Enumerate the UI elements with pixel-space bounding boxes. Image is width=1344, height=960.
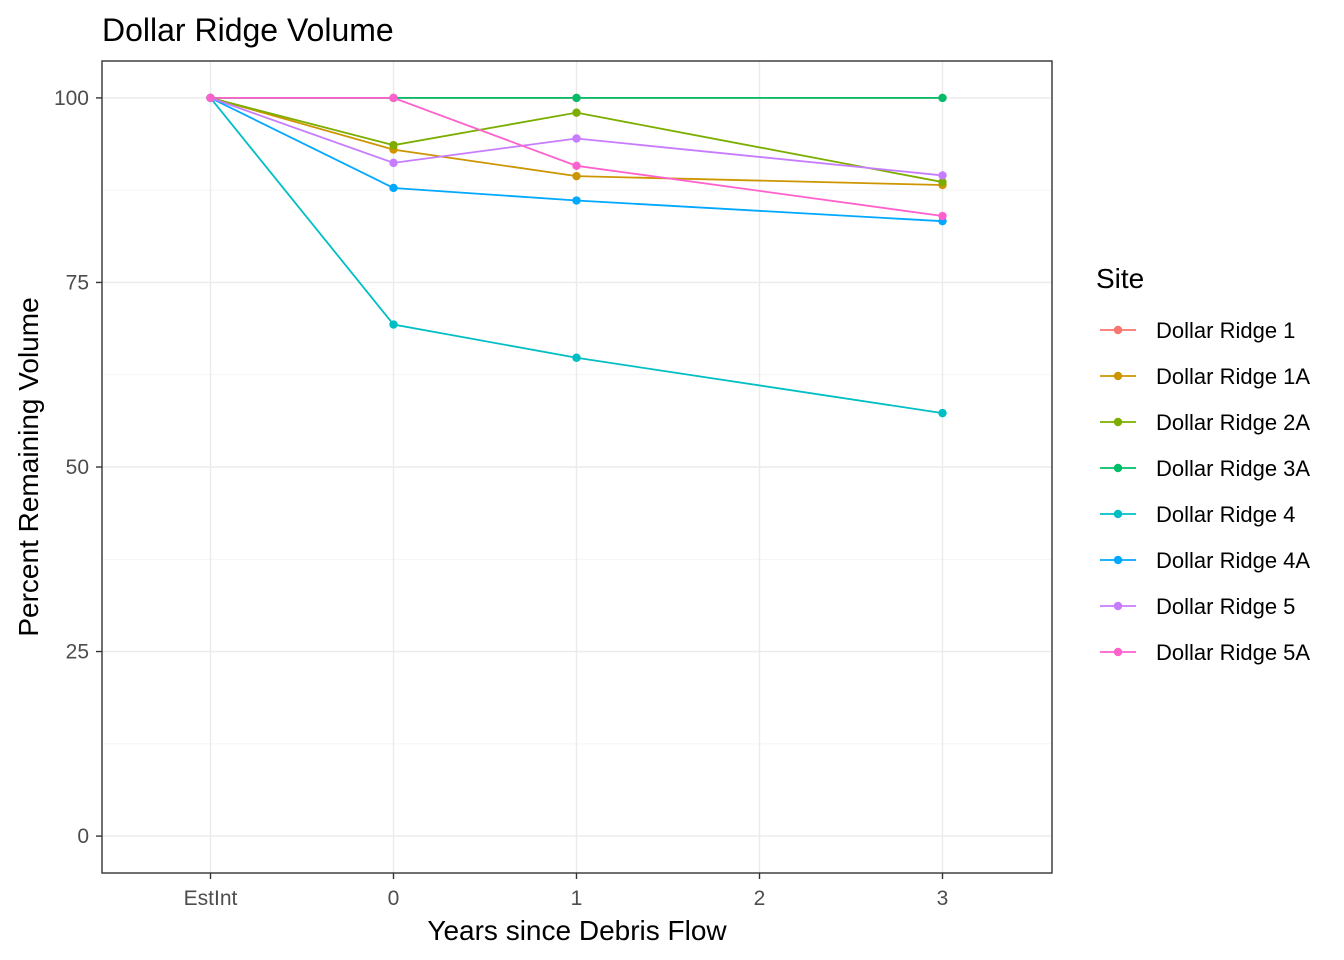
legend-item: Dollar Ridge 1 — [1100, 318, 1295, 343]
series-line — [210, 97, 943, 183]
legend-items: Dollar Ridge 1 Dollar Ridge 1A Dollar Ridg… — [1100, 318, 1310, 665]
data-point — [938, 177, 947, 187]
data-point — [572, 171, 581, 181]
data-point — [389, 320, 398, 329]
legend-key-point — [1113, 555, 1123, 565]
legend-item: Dollar Ridge 4 — [1100, 502, 1295, 527]
x-axis-ticks: EstInt 0 1 2 3 — [184, 873, 949, 910]
data-point — [572, 108, 581, 117]
legend-key-point — [1113, 647, 1123, 657]
x-tick-label: 0 — [388, 887, 400, 910]
series-line — [210, 97, 943, 186]
series-lines — [209, 97, 943, 415]
data-point — [572, 353, 581, 362]
legend-label: Dollar Ridge 2A — [1156, 410, 1310, 435]
legend-label: Dollar Ridge 4A — [1156, 548, 1310, 573]
y-axis-ticks: 0 25 50 75 100 — [54, 87, 102, 848]
data-point — [389, 93, 398, 103]
legend-key-point — [1113, 417, 1123, 427]
x-tick-label: 3 — [937, 887, 949, 910]
y-tick-label: 25 — [66, 641, 89, 664]
series-line — [210, 97, 943, 217]
series-line — [210, 97, 943, 177]
major-gridlines — [102, 61, 1052, 873]
y-tick-label: 100 — [54, 87, 89, 110]
legend-key-point — [1113, 463, 1123, 473]
y-tick-label: 75 — [66, 271, 89, 294]
data-point — [938, 93, 947, 103]
data-point — [572, 134, 581, 143]
legend-item: Dollar Ridge 5 — [1100, 594, 1295, 619]
legend-key-point — [1113, 509, 1123, 519]
data-point — [572, 161, 581, 171]
legend-label: Dollar Ridge 1A — [1156, 364, 1310, 389]
y-tick-label: 0 — [77, 825, 89, 848]
data-point — [572, 93, 581, 103]
legend-item: Dollar Ridge 2A — [1100, 410, 1310, 435]
legend-item: Dollar Ridge 4A — [1100, 548, 1310, 573]
data-point — [389, 140, 398, 150]
data-point — [389, 158, 398, 168]
series-line — [209, 97, 943, 415]
x-axis-title: Years since Debris Flow — [427, 915, 727, 946]
data-point — [938, 171, 947, 180]
y-axis-title: Percent Remaining Volume — [13, 297, 44, 636]
chart-title: Dollar Ridge Volume — [102, 12, 394, 48]
data-point — [389, 183, 398, 193]
x-tick-label: 1 — [571, 887, 583, 910]
legend-key-point — [1113, 371, 1123, 381]
legend-item: Dollar Ridge 5A — [1100, 640, 1310, 665]
legend-title: Site — [1096, 263, 1144, 294]
data-point — [938, 408, 947, 418]
x-tick-label: EstInt — [184, 887, 238, 910]
legend-key-point — [1113, 601, 1123, 611]
legend-label: Dollar Ridge 5 — [1156, 594, 1295, 619]
legend-label: Dollar Ridge 1 — [1156, 318, 1295, 343]
legend-label: Dollar Ridge 3A — [1156, 456, 1310, 481]
y-tick-label: 50 — [66, 456, 89, 479]
legend-label: Dollar Ridge 5A — [1156, 640, 1310, 665]
data-point — [938, 211, 947, 221]
legend-key-point — [1113, 325, 1123, 335]
x-tick-label: 2 — [754, 887, 766, 910]
series-points — [206, 93, 947, 418]
legend-item: Dollar Ridge 3A — [1100, 456, 1310, 481]
legend-item: Dollar Ridge 1A — [1100, 364, 1310, 389]
data-point — [206, 93, 215, 103]
series-line — [210, 97, 943, 223]
data-point — [572, 196, 581, 205]
legend-label: Dollar Ridge 4 — [1156, 502, 1295, 527]
